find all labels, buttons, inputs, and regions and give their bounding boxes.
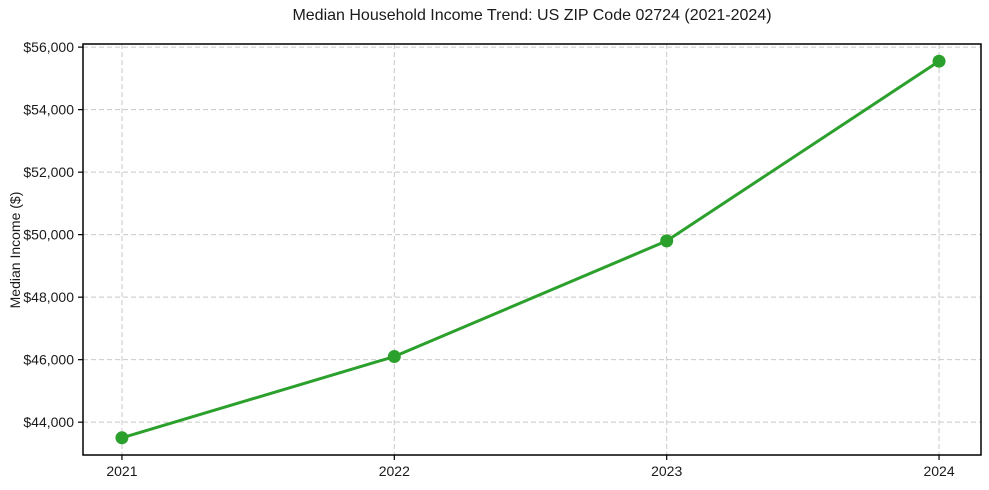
x-tick-label: 2023 (651, 463, 682, 479)
data-point-2023 (660, 234, 674, 248)
y-tick-label: $44,000 (23, 414, 74, 430)
y-tick-label: $56,000 (23, 39, 74, 55)
trend-line (120, 59, 941, 440)
y-tick-label: $54,000 (23, 102, 74, 118)
y-tick-label: $52,000 (23, 164, 74, 180)
x-tick-label: 2022 (379, 463, 410, 479)
x-tick-label: 2021 (106, 463, 137, 479)
y-tick-label: $50,000 (23, 227, 74, 243)
y-tick-label: $48,000 (23, 289, 74, 305)
chart-title: Median Household Income Trend: US ZIP Co… (292, 7, 772, 24)
data-point-2021 (115, 431, 129, 445)
data-point-2022 (387, 350, 401, 364)
x-tick-label: 2024 (923, 463, 954, 479)
data-point-2024 (932, 54, 946, 68)
y-tick-label: $46,000 (23, 352, 74, 368)
plot-border (82, 43, 982, 456)
